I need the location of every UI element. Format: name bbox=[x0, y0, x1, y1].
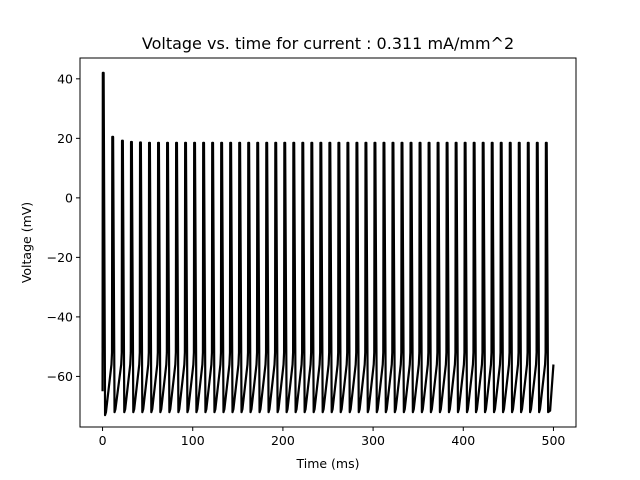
y-tick-label: 20 bbox=[57, 131, 73, 146]
chart-title: Voltage vs. time for current : 0.311 mA/… bbox=[142, 34, 514, 53]
x-tick-label: 0 bbox=[99, 433, 107, 448]
y-tick-label: −20 bbox=[47, 250, 73, 265]
plot-area bbox=[101, 71, 555, 417]
y-axis: −60 −40 −20 0 20 40 bbox=[47, 71, 80, 384]
voltage-trace-line bbox=[101, 71, 555, 417]
x-tick-label: 500 bbox=[542, 433, 566, 448]
axes-frame bbox=[79, 57, 577, 428]
x-tick-label: 400 bbox=[451, 433, 475, 448]
y-tick-label: −40 bbox=[47, 309, 73, 324]
x-tick-label: 300 bbox=[361, 433, 385, 448]
y-axis-label: Voltage (mV) bbox=[19, 202, 34, 283]
x-axis-label: Time (ms) bbox=[295, 456, 359, 471]
y-tick-label: 0 bbox=[65, 190, 73, 205]
y-tick-label: −60 bbox=[47, 369, 73, 384]
x-tick-label: 200 bbox=[271, 433, 295, 448]
x-axis: 0 100 200 300 400 500 bbox=[99, 427, 566, 448]
y-tick-label: 40 bbox=[57, 71, 73, 86]
x-tick-label: 100 bbox=[181, 433, 205, 448]
